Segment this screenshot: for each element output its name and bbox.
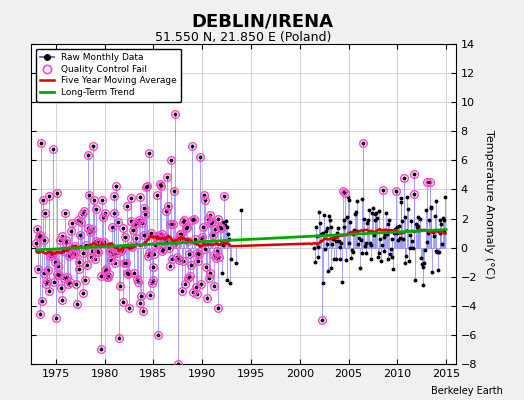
Legend: Raw Monthly Data, Quality Control Fail, Five Year Moving Average, Long-Term Tren: Raw Monthly Data, Quality Control Fail, …	[36, 48, 181, 102]
Text: DEBLIN/IRENA: DEBLIN/IRENA	[191, 12, 333, 30]
Y-axis label: Temperature Anomaly (°C): Temperature Anomaly (°C)	[484, 130, 494, 278]
Text: Berkeley Earth: Berkeley Earth	[431, 386, 503, 396]
Title: 51.550 N, 21.850 E (Poland): 51.550 N, 21.850 E (Poland)	[156, 31, 332, 44]
